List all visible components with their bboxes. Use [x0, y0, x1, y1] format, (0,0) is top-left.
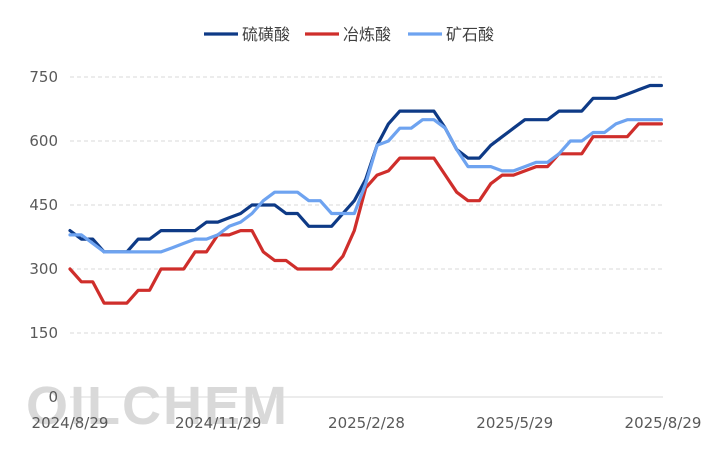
series-line-3	[68, 118, 664, 254]
x-tick-label: 2025/5/29	[476, 414, 553, 432]
legend-label: 冶炼酸	[343, 25, 391, 44]
y-tick-label: 150	[29, 324, 58, 342]
legend-label: 硫磺酸	[242, 25, 290, 44]
legend-label: 矿石酸	[446, 25, 494, 44]
series-lines	[68, 83, 664, 305]
y-tick-label: 750	[29, 68, 58, 86]
legend: 硫磺酸 冶炼酸 矿石酸	[204, 25, 494, 44]
y-axis-labels: 0 150 300 450 600 750	[29, 68, 58, 406]
y-tick-label: 450	[29, 196, 58, 214]
y-tick-label: 600	[29, 132, 58, 150]
x-tick-label: 2024/8/29	[32, 414, 109, 432]
x-tick-label: 2024/11/29	[175, 414, 261, 432]
series-line-1	[68, 83, 664, 254]
y-tick-label: 0	[48, 388, 58, 406]
x-tick-label: 2025/2/28	[328, 414, 405, 432]
y-tick-label: 300	[29, 260, 58, 278]
grid	[70, 76, 663, 398]
x-axis-labels: 2024/8/29 2024/11/29 2025/2/28 2025/5/29 202…	[32, 414, 702, 432]
series-line-2	[68, 122, 664, 305]
x-tick-label: 2025/8/29	[625, 414, 702, 432]
watermark: OILCHEM	[26, 376, 289, 436]
